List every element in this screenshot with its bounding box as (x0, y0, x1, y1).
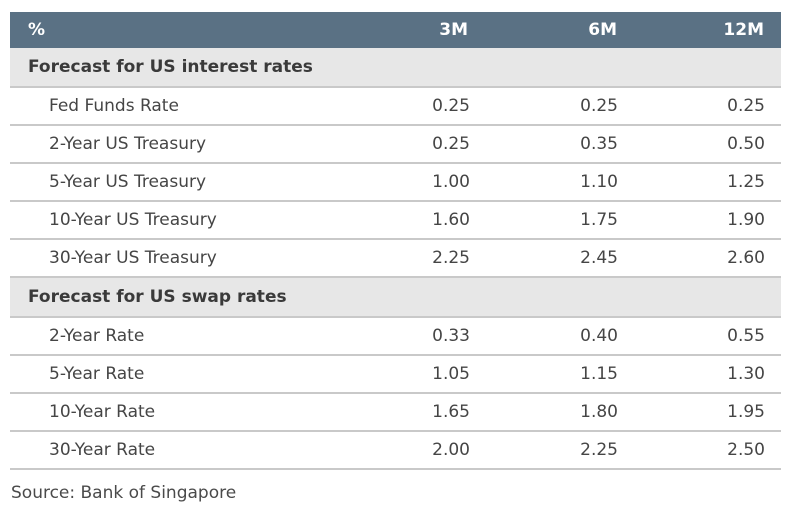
row-label: 2-Year US Treasury (49, 134, 207, 154)
cell-12m: 1.90 (727, 210, 765, 230)
table-row: 2-Year US Treasury 0.25 0.35 0.50 (10, 126, 781, 164)
table-row: 30-Year Rate 2.00 2.25 2.50 (10, 432, 781, 470)
table-row: 5-Year US Treasury 1.00 1.10 1.25 (10, 164, 781, 202)
cell-12m: 0.25 (727, 96, 765, 116)
cell-12m: 0.50 (727, 134, 765, 154)
cell-3m: 0.33 (432, 326, 470, 346)
cell-6m: 2.45 (580, 248, 618, 268)
cell-6m: 1.10 (580, 172, 618, 192)
section-title: Forecast for US interest rates (28, 57, 313, 77)
header-col-3m: 3M (439, 20, 468, 40)
header-unit-label: % (28, 20, 46, 40)
table-row: 2-Year Rate 0.33 0.40 0.55 (10, 318, 781, 356)
forecast-table: % 3M 6M 12M Forecast for US interest rat… (10, 12, 781, 470)
cell-12m: 1.95 (727, 402, 765, 422)
row-label: 30-Year Rate (49, 440, 156, 460)
cell-6m: 0.25 (580, 96, 618, 116)
cell-3m: 1.60 (432, 210, 470, 230)
table-row: 10-Year Rate 1.65 1.80 1.95 (10, 394, 781, 432)
cell-3m: 2.25 (432, 248, 470, 268)
row-label: Fed Funds Rate (49, 96, 179, 116)
cell-3m: 2.00 (432, 440, 470, 460)
header-col-12m: 12M (723, 20, 764, 40)
table-row: 10-Year US Treasury 1.60 1.75 1.90 (10, 202, 781, 240)
row-cells: 2.00 2.25 2.50 (432, 432, 781, 468)
row-cells: 0.25 0.25 0.25 (432, 88, 781, 124)
row-label: 5-Year Rate (49, 364, 145, 384)
header-cells: 3M 6M 12M (439, 12, 781, 48)
cell-6m: 2.25 (580, 440, 618, 460)
cell-6m: 0.40 (580, 326, 618, 346)
section-header-interest-rates: Forecast for US interest rates (10, 48, 781, 88)
row-cells: 1.65 1.80 1.95 (432, 394, 781, 430)
cell-6m: 1.15 (580, 364, 618, 384)
table-row: 5-Year Rate 1.05 1.15 1.30 (10, 356, 781, 394)
table-row: Fed Funds Rate 0.25 0.25 0.25 (10, 88, 781, 126)
table-row: 30-Year US Treasury 2.25 2.45 2.60 (10, 240, 781, 278)
cell-3m: 0.25 (432, 134, 470, 154)
table-header-row: % 3M 6M 12M (10, 12, 781, 48)
cell-12m: 2.60 (727, 248, 765, 268)
row-label: 10-Year Rate (49, 402, 156, 422)
cell-6m: 1.75 (580, 210, 618, 230)
row-label: 30-Year US Treasury (49, 248, 217, 268)
cell-3m: 1.65 (432, 402, 470, 422)
row-cells: 0.33 0.40 0.55 (432, 318, 781, 354)
cell-12m: 2.50 (727, 440, 765, 460)
cell-12m: 0.55 (727, 326, 765, 346)
section-header-swap-rates: Forecast for US swap rates (10, 278, 781, 318)
row-label: 2-Year Rate (49, 326, 145, 346)
row-cells: 1.05 1.15 1.30 (432, 356, 781, 392)
cell-6m: 0.35 (580, 134, 618, 154)
cell-3m: 0.25 (432, 96, 470, 116)
cell-3m: 1.05 (432, 364, 470, 384)
header-col-6m: 6M (588, 20, 617, 40)
cell-6m: 1.80 (580, 402, 618, 422)
cell-12m: 1.25 (727, 172, 765, 192)
row-cells: 0.25 0.35 0.50 (432, 126, 781, 162)
section-title: Forecast for US swap rates (28, 287, 287, 307)
row-cells: 1.60 1.75 1.90 (432, 202, 781, 238)
row-cells: 2.25 2.45 2.60 (432, 240, 781, 276)
row-cells: 1.00 1.10 1.25 (432, 164, 781, 200)
row-label: 5-Year US Treasury (49, 172, 207, 192)
cell-12m: 1.30 (727, 364, 765, 384)
row-label: 10-Year US Treasury (49, 210, 217, 230)
source-note: Source: Bank of Singapore (11, 483, 237, 503)
cell-3m: 1.00 (432, 172, 470, 192)
